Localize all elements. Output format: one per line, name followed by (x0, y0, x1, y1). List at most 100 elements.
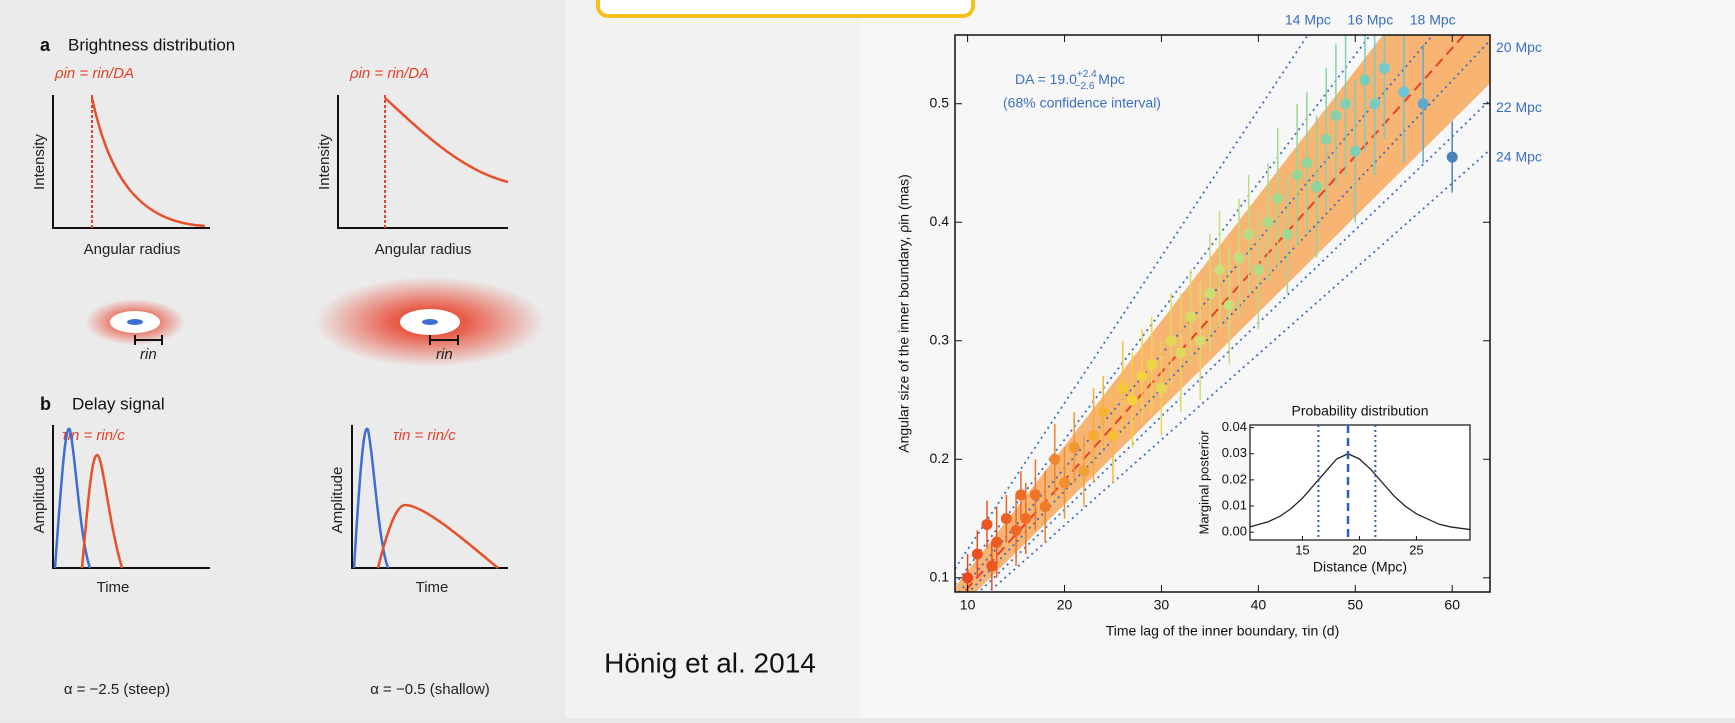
title-box (598, 0, 973, 16)
x-tick-label: 25 (1409, 542, 1423, 557)
point (1379, 63, 1390, 74)
point (1398, 86, 1409, 97)
point (1233, 252, 1244, 263)
y-axis-label: Marginal posterior (1196, 430, 1211, 535)
point (1137, 371, 1148, 382)
point (1282, 229, 1293, 240)
x-label: Time (97, 579, 130, 596)
point (1243, 229, 1254, 240)
annotation-note: (68% confidence interval) (1003, 95, 1161, 111)
point (991, 537, 1002, 548)
y-tick-label: 0.4 (930, 213, 950, 229)
x-tick-label: 15 (1295, 542, 1309, 557)
point (1117, 383, 1128, 394)
distance-label: 16 Mpc (1347, 12, 1393, 28)
point (1340, 98, 1351, 109)
nucleus (127, 319, 143, 325)
point (1015, 489, 1026, 500)
y-tick-label: 0.2 (930, 450, 950, 466)
citation: Hönig et al. 2014 (604, 647, 816, 678)
point (1311, 181, 1322, 192)
point (1185, 312, 1196, 323)
point (1011, 525, 1022, 536)
radius-label: ρin = rin/DA (349, 65, 429, 82)
point (1359, 75, 1370, 86)
x-label: Angular radius (375, 241, 472, 258)
x-axis-label: Distance (Mpc) (1313, 559, 1407, 575)
annotation-part: DA = 19.0 (1015, 71, 1077, 87)
point (1059, 477, 1070, 488)
x-label: Angular radius (84, 241, 181, 258)
point (1069, 442, 1080, 453)
y-label: Amplitude (31, 467, 48, 534)
point (1350, 146, 1361, 157)
annotation-part: Mpc (1094, 71, 1124, 87)
distance-label: 24 Mpc (1496, 148, 1542, 164)
y-tick-label: 0.3 (930, 331, 950, 347)
ring-label: rin (140, 346, 157, 363)
point (1263, 217, 1274, 228)
point (1272, 193, 1283, 204)
panel-title: Delay signal (72, 394, 165, 413)
middle-panel-bg (565, 0, 860, 718)
nucleus (422, 319, 438, 325)
slide: a Brightness distribution ρin = rin/DA ρ… (0, 0, 1735, 718)
point (1146, 359, 1157, 370)
point (1330, 110, 1341, 121)
point (1447, 152, 1458, 163)
y-tick-label: 0.1 (930, 568, 950, 584)
annotation-part: −2.6 (1075, 81, 1095, 92)
x-tick-label: 50 (1347, 597, 1363, 613)
y-tick-label: 0.02 (1222, 471, 1247, 486)
point (1088, 430, 1099, 441)
distance-label: 14 Mpc (1285, 12, 1331, 28)
point (1418, 98, 1429, 109)
y-label: Amplitude (329, 467, 346, 534)
point (972, 549, 983, 560)
x-tick-label: 20 (1352, 542, 1366, 557)
point (1253, 264, 1264, 275)
radius-label: ρin = rin/DA (54, 65, 134, 82)
panel-letter: b (40, 394, 51, 414)
point (986, 560, 997, 571)
point (1098, 406, 1109, 417)
y-tick-label: 0.04 (1222, 419, 1247, 434)
point (1224, 300, 1235, 311)
distance-label: 18 Mpc (1410, 12, 1456, 28)
point (1321, 134, 1332, 145)
point (1292, 169, 1303, 180)
point (1049, 454, 1060, 465)
lag-label: τin = rin/c (393, 427, 456, 444)
panel-title: Brightness distribution (68, 35, 235, 54)
point (1020, 513, 1031, 524)
x-tick-label: 30 (1154, 597, 1170, 613)
point (1166, 335, 1177, 346)
point (1078, 466, 1089, 477)
point (1204, 288, 1215, 299)
point (1301, 157, 1312, 168)
point (1195, 335, 1206, 346)
y-axis-label: Angular size of the inner boundary, ρin … (896, 174, 912, 453)
y-label: Intensity (316, 134, 333, 190)
point (1040, 501, 1051, 512)
distance-label: 20 Mpc (1496, 39, 1542, 55)
caption: α = −0.5 (shallow) (370, 681, 490, 698)
distance-label: 22 Mpc (1496, 99, 1542, 115)
point (1156, 383, 1167, 394)
panel-letter: a (40, 35, 51, 55)
inset-title: Probability distribution (1292, 403, 1429, 419)
point (1127, 395, 1138, 406)
point (1030, 489, 1041, 500)
x-label: Time (416, 579, 449, 596)
point (1001, 513, 1012, 524)
ring-label: rin (436, 346, 453, 363)
x-tick-label: 40 (1251, 597, 1267, 613)
x-axis-label: Time lag of the inner boundary, τin (d) (1106, 623, 1340, 639)
point (1369, 98, 1380, 109)
point (1175, 347, 1186, 358)
point (981, 519, 992, 530)
y-tick-label: 0.5 (930, 94, 950, 110)
x-tick-label: 10 (960, 597, 976, 613)
x-tick-label: 60 (1444, 597, 1460, 613)
caption: α = −2.5 (steep) (64, 681, 170, 698)
